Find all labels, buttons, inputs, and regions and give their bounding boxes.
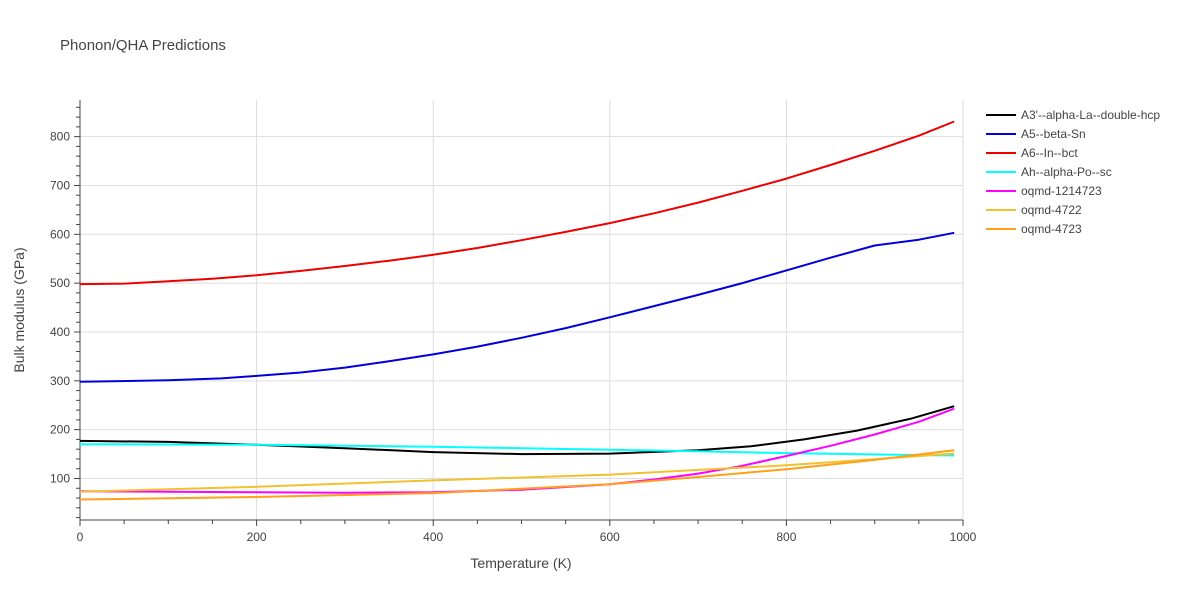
x-tick-label: 600: [600, 530, 620, 544]
legend-item[interactable]: Ah--alpha-Po--sc: [986, 165, 1112, 179]
series-line-3: [79, 443, 955, 457]
chart-title: Phonon/QHA Predictions: [60, 37, 226, 54]
legend-label: oqmd-4722: [1021, 203, 1082, 217]
legend[interactable]: A3'--alpha-La--double-hcp A5--beta-Sn A6--…: [986, 108, 1160, 236]
legend-label: Ah--alpha-Po--sc: [1021, 165, 1112, 179]
x-tick-label: 400: [423, 530, 443, 544]
y-axis-ticks: 100 200 300 400 500 600 700 800: [50, 130, 70, 486]
y-tick-label: 400: [50, 325, 70, 339]
y-tick-label: 300: [50, 374, 70, 388]
legend-label: A3'--alpha-La--double-hcp: [1021, 108, 1160, 122]
y-tick-label: 200: [50, 423, 70, 437]
y-tick-label: 800: [50, 130, 70, 144]
legend-label: oqmd-4723: [1021, 222, 1082, 236]
legend-item[interactable]: A3'--alpha-La--double-hcp: [986, 108, 1160, 122]
legend-label: oqmd-1214723: [1021, 184, 1102, 198]
y-axis-title: Bulk modulus (GPa): [11, 247, 27, 372]
legend-item[interactable]: oqmd-4722: [986, 203, 1082, 217]
legend-label: A6--In--bct: [1021, 146, 1078, 160]
y-tick-label: 100: [50, 471, 70, 485]
series-line-5: [79, 452, 955, 493]
legend-item[interactable]: A5--beta-Sn: [986, 127, 1086, 141]
x-tick-label: 200: [247, 530, 267, 544]
y-tick-label: 500: [50, 276, 70, 290]
x-tick-label: 1000: [950, 530, 977, 544]
series-line-1: [79, 231, 955, 383]
grid: [80, 100, 964, 520]
y-tick-label: 700: [50, 178, 70, 192]
y-tick-label: 600: [50, 227, 70, 241]
x-tick-label: 0: [77, 530, 84, 544]
series-line-4: [79, 407, 955, 494]
legend-label: A5--beta-Sn: [1021, 127, 1086, 141]
x-axis-ticks: 0 200 400 600 800 1000: [77, 530, 977, 544]
axes: [74, 100, 964, 526]
series-line-2: [79, 120, 955, 286]
legend-item[interactable]: A6--In--bct: [986, 146, 1078, 160]
legend-item[interactable]: oqmd-4723: [986, 222, 1082, 236]
x-tick-label: 800: [776, 530, 796, 544]
series-line-6: [79, 449, 955, 501]
x-axis-title: Temperature (K): [470, 555, 571, 571]
legend-item[interactable]: oqmd-1214723: [986, 184, 1102, 198]
series-layer: [79, 120, 955, 501]
